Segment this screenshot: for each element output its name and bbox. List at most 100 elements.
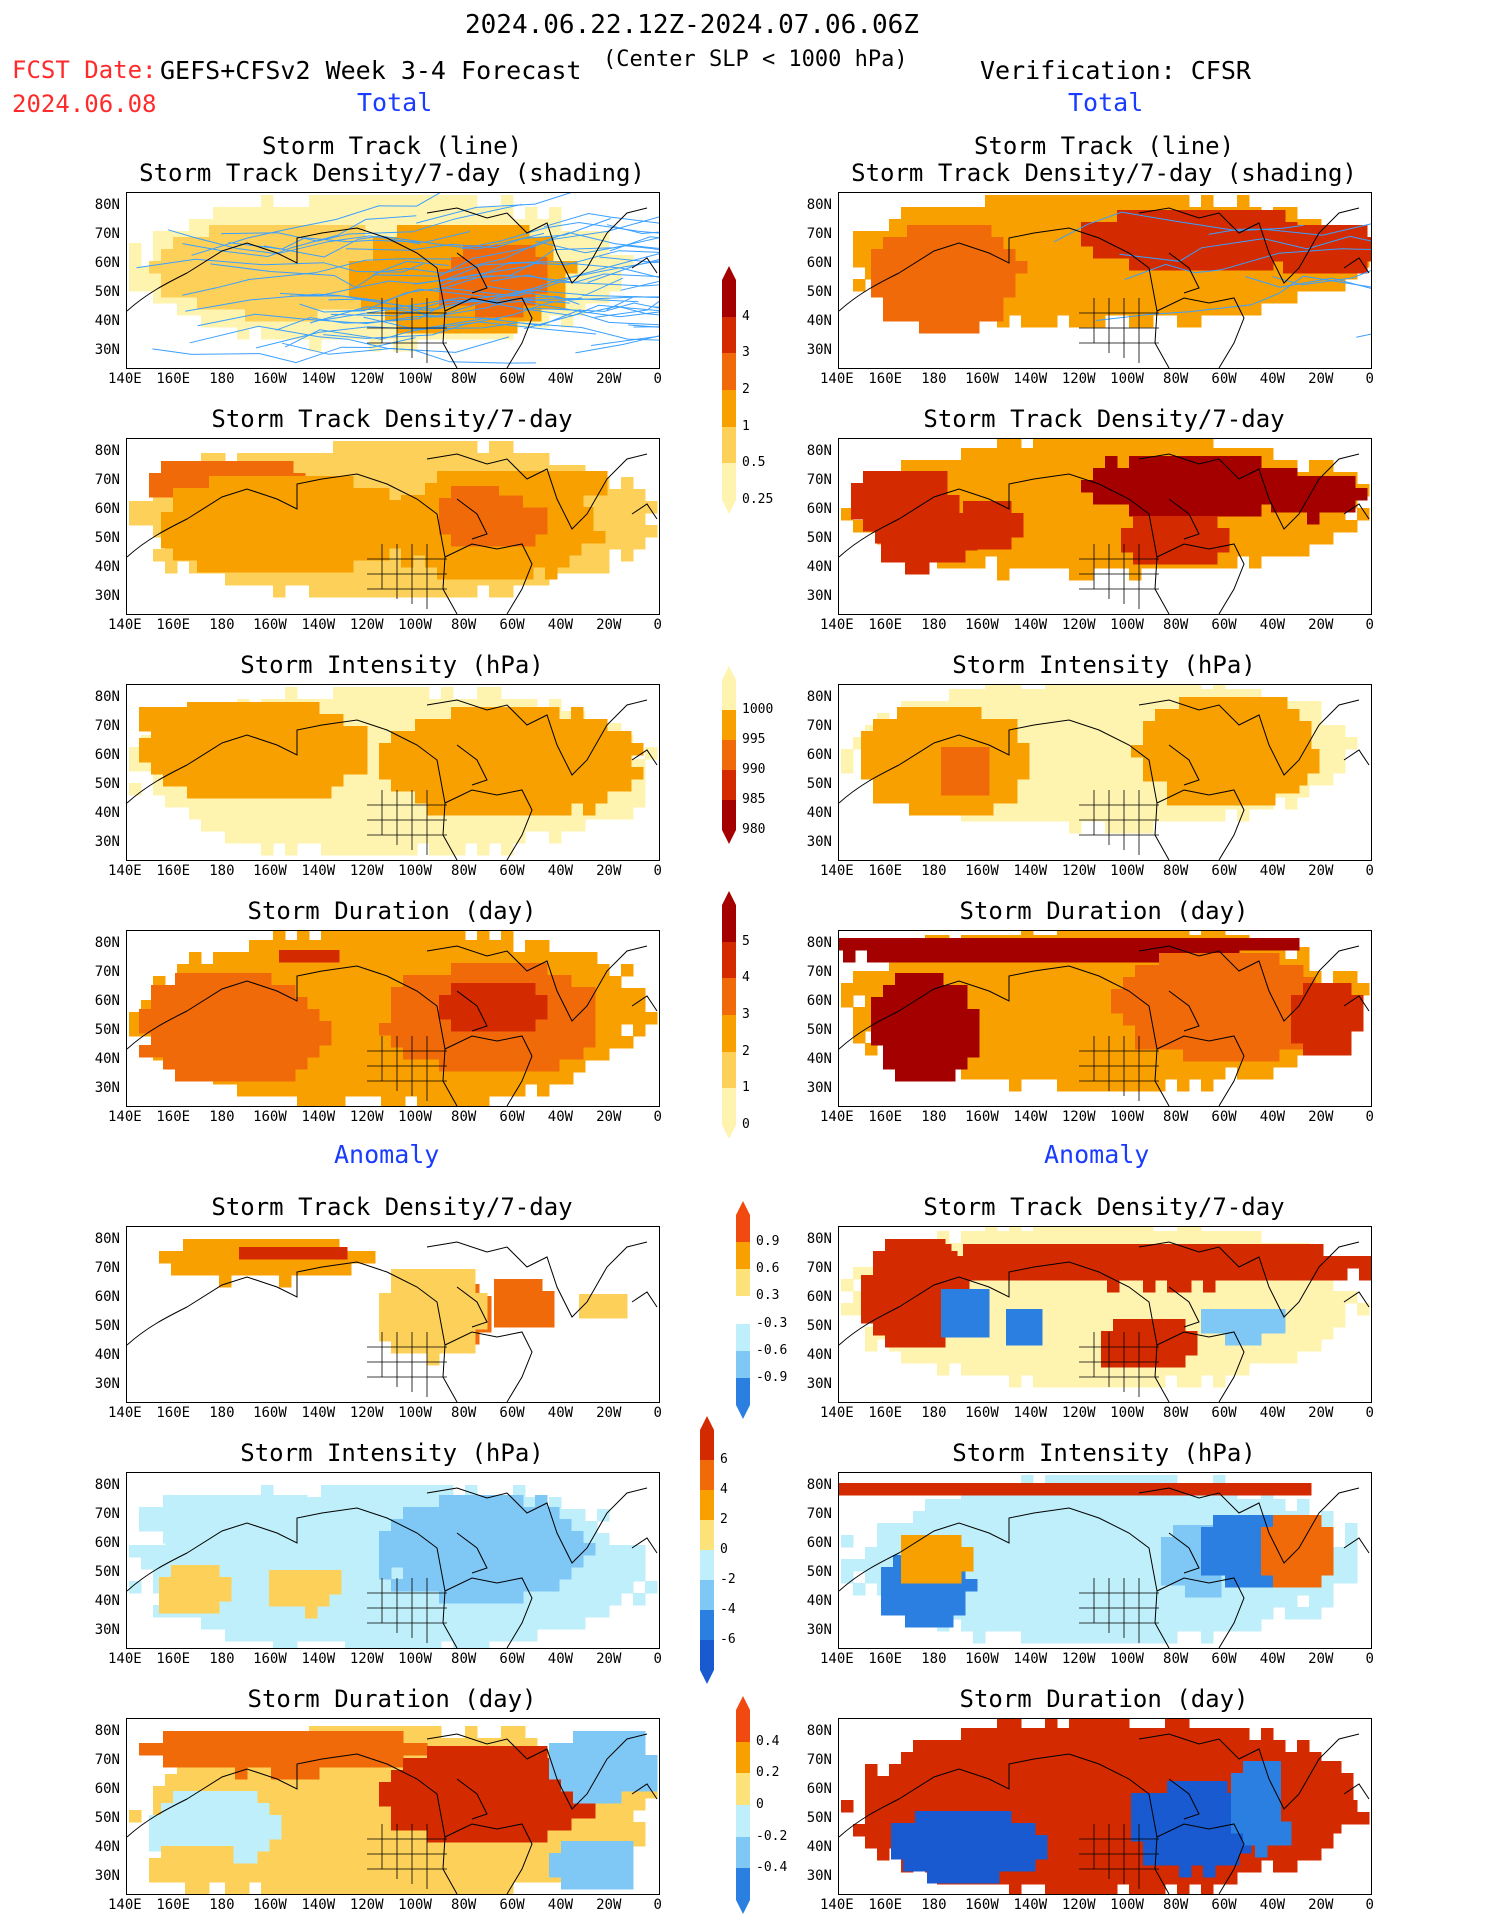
lon-label: 180: [921, 1405, 947, 1421]
lat-label: 50N: [94, 776, 120, 792]
lon-label: 80W: [1163, 1897, 1189, 1913]
panel-subtitle: Storm Track Density/7-day (shading): [851, 159, 1357, 187]
lon-label: 120W: [1061, 371, 1096, 387]
colorbar-label: 6: [720, 1452, 728, 1467]
anomaly-label-right: Anomaly: [1044, 1140, 1150, 1169]
lat-label: 70N: [806, 1260, 832, 1276]
lon-label: 120W: [1061, 1897, 1096, 1913]
colorbar-duration-total: [722, 905, 736, 1125]
colorbar-segment: [736, 1773, 750, 1805]
state-borders: [1079, 1824, 1159, 1889]
colorbar-label: -0.4: [756, 1860, 788, 1876]
panel-title: Storm Duration (day): [247, 897, 537, 925]
lat-label: 70N: [806, 964, 832, 980]
lon-label: 100W: [398, 863, 432, 879]
map-panel-R2: [838, 684, 1372, 861]
colorbar-segment: [700, 1550, 714, 1580]
lon-label: 60W: [499, 617, 525, 633]
lat-label: 60N: [806, 1781, 832, 1797]
panel-title: Storm Intensity (hPa): [240, 1439, 544, 1467]
lat-label: 70N: [806, 226, 832, 242]
lat-label: 30N: [94, 1376, 120, 1392]
lat-label: 60N: [806, 1289, 832, 1305]
lon-label: 40W: [547, 1405, 574, 1421]
state-borders: [367, 1332, 447, 1397]
panel-title: Storm Duration (day): [959, 897, 1249, 925]
coastline: [127, 207, 658, 368]
lon-label: 20W: [1308, 1651, 1334, 1667]
lat-label: 80N: [94, 1231, 120, 1247]
lon-label: 120W: [349, 1651, 384, 1667]
lat-label: 80N: [94, 443, 120, 459]
lon-label: 20W: [1308, 1897, 1334, 1913]
lon-label: 140W: [1013, 371, 1048, 387]
lat-label: 40N: [94, 805, 120, 821]
lon-label: 80W: [1163, 863, 1189, 879]
colorbar-segment: [736, 1323, 750, 1351]
shading-region: [1281, 1761, 1354, 1834]
lon-label: 140E: [820, 1109, 854, 1125]
shading-region: [1101, 1319, 1198, 1368]
lat-label: 80N: [806, 1231, 832, 1247]
shading-region: [549, 1731, 658, 1804]
lon-label: 180: [921, 371, 947, 387]
coastline: [127, 699, 658, 860]
lon-label: 100W: [398, 1897, 432, 1913]
map-svg: [127, 441, 658, 614]
shading-region: [871, 225, 1028, 334]
state-borders: [1079, 1332, 1159, 1397]
state-borders: [1079, 298, 1159, 363]
lat-label: 50N: [806, 1564, 832, 1580]
colorbar-density-anomaly: [736, 1215, 750, 1405]
lon-label: 100W: [1110, 863, 1144, 879]
lat-label: 80N: [806, 1723, 832, 1739]
coastline: [839, 945, 1370, 1106]
shading-region: [139, 973, 332, 1082]
colorbar-segment: [736, 1296, 750, 1324]
lon-label: 180: [209, 371, 235, 387]
colorbar-segment: [700, 1580, 714, 1610]
lat-label: 80N: [94, 1723, 120, 1739]
lat-label: 80N: [94, 689, 120, 705]
colorbar-segment: [722, 740, 736, 770]
lon-label: 120W: [1061, 863, 1096, 879]
lat-label: 50N: [806, 1022, 832, 1038]
shading-region: [494, 1279, 555, 1328]
shading-region: [379, 1269, 488, 1366]
lon-label: 20W: [596, 1897, 622, 1913]
shading-region: [139, 707, 248, 744]
colorbar-segment: [722, 941, 736, 979]
lon-label: 140E: [108, 863, 142, 879]
lat-label: 40N: [94, 1593, 120, 1609]
map-svg: [127, 1485, 658, 1648]
lon-label: 0: [1365, 617, 1374, 633]
lon-label: 60W: [499, 1651, 525, 1667]
lon-label: 20W: [596, 863, 622, 879]
lon-label: 40W: [1259, 1109, 1286, 1125]
coastline: [839, 1241, 1370, 1402]
lon-label: 0: [653, 863, 662, 879]
lat-label: 80N: [94, 935, 120, 951]
lat-label: 70N: [94, 226, 120, 242]
colorbar-label: 2: [742, 382, 750, 397]
lon-label: 80W: [1163, 1109, 1189, 1125]
lon-label: 160E: [156, 617, 191, 633]
lon-label: 80W: [451, 371, 477, 387]
lat-label: 40N: [806, 1347, 832, 1363]
shading-region: [159, 1565, 232, 1614]
state-borders: [1079, 1036, 1159, 1101]
colorbar-segment: [722, 316, 736, 354]
lon-label: 40W: [547, 1897, 574, 1913]
colorbar-segment: [700, 1640, 714, 1670]
lon-label: 80W: [451, 863, 477, 879]
panel-title: Storm Track Density/7-day: [211, 405, 573, 433]
lon-label: 180: [209, 1109, 235, 1125]
colorbar-density-total: [722, 280, 736, 500]
lat-label: 60N: [806, 255, 832, 271]
colorbar-label: -4: [720, 1602, 736, 1617]
lon-label: 60W: [1211, 617, 1237, 633]
map-svg: [127, 1726, 658, 1894]
lon-label: 160E: [156, 1109, 191, 1125]
lon-label: 160E: [156, 1405, 191, 1421]
lon-label: 160W: [253, 1897, 287, 1913]
